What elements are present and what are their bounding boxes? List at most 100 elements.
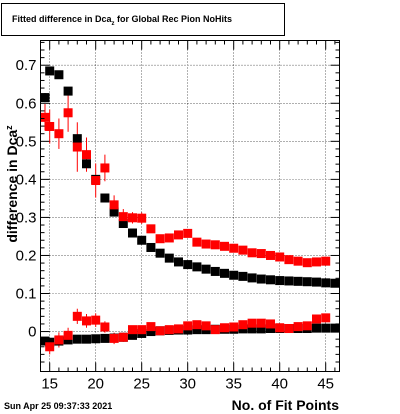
data-point-series-3 [247,324,257,334]
data-point-series-1 [155,248,165,258]
data-point-series-2 [164,233,174,243]
data-point-series-1 [82,159,91,169]
data-point-series-2 [192,237,202,247]
data-point-series-1 [220,268,229,278]
x-axis-title: No. of Fit Points [232,397,340,413]
error-bars [44,67,336,355]
data-point-series-2 [229,243,239,253]
data-point-series-2 [137,213,147,223]
data-point-series-1 [128,228,137,238]
data-point-series-4 [256,318,266,328]
data-point-series-4 [220,323,229,333]
data-point-series-4 [247,318,257,328]
y-axis-title-subscript: z [4,125,14,130]
timestamp: Sun Apr 25 09:37:33 2021 [4,401,112,411]
title-box [1,3,285,36]
data-point-series-3 [192,325,202,335]
data-point-series-3 [321,323,331,333]
data-point-series-1 [45,66,55,76]
data-point-series-3 [146,327,156,337]
chart-title: Fitted difference in Dcaz for Global Rec… [1,3,285,36]
data-point-series-2 [40,112,50,122]
data-point-series-4 [210,325,220,335]
data-point-series-4 [312,314,321,324]
y-tick-labels: 0 0.1 0.2 0.3 0.4 0.5 0.6 0.7 [16,57,37,340]
x-tick-label: 20 [87,376,104,393]
data-point-series-4 [201,321,211,331]
data-point-series-4 [174,324,183,334]
data-point-series-2 [284,255,294,265]
y-tick-label: 0 [28,324,36,341]
data-point-series-2 [91,176,101,186]
data-point-series-4 [82,316,91,326]
data-point-series-2 [128,213,137,223]
x-tick-label: 45 [317,376,334,393]
data-point-series-1 [54,70,64,80]
data-point-series-4 [146,322,156,332]
data-point-series-3 [330,323,340,333]
y-tick-label: 0.4 [16,171,37,188]
data-point-series-1 [321,278,331,288]
data-point-series-4 [45,342,55,352]
data-point-series-2 [275,252,285,262]
data-point-series-4 [183,321,193,331]
title-subscript: z [112,21,115,27]
data-point-series-1 [146,242,156,252]
data-point-series-1 [284,276,294,286]
data-point-series-2 [210,240,220,250]
data-point-series-1 [100,193,110,203]
data-point-series-3 [82,334,91,344]
data-point-series-2 [146,224,156,234]
data-point-series-4 [321,313,331,323]
data-point-series-2 [155,234,165,244]
data-point-series-2 [238,245,248,255]
data-point-series-2 [109,200,119,210]
x-tick-label: 35 [225,376,242,393]
data-point-series-3 [91,334,101,344]
data-point-series-4 [229,322,239,332]
data-point-series-1 [302,277,312,287]
data-point-series-1 [247,273,257,283]
data-point-series-2 [72,142,82,152]
data-point-series-1 [330,278,340,288]
data-markers [40,66,340,352]
data-point-series-1 [210,266,220,276]
y-tick-label: 0.2 [16,247,37,264]
data-point-series-1 [229,270,239,280]
data-point-series-4 [155,326,165,336]
data-point-series-3 [100,333,110,343]
x-tick-label: 15 [41,376,58,393]
y-tick-label: 0.6 [16,95,37,112]
data-point-series-2 [302,258,312,268]
data-point-series-3 [312,323,321,333]
data-point-series-3 [72,334,82,344]
data-point-series-4 [118,332,128,342]
data-point-series-4 [72,311,82,321]
data-point-series-4 [54,335,64,345]
data-point-series-1 [312,277,321,287]
data-point-series-3 [256,324,266,334]
y-axis-title: difference in Dcaz [4,125,20,243]
data-point-series-3 [128,330,137,340]
y-axis-title-main: difference in Dca [4,130,20,243]
data-point-series-1 [40,93,50,103]
data-point-series-3 [266,324,275,334]
data-point-series-3 [63,335,73,345]
data-point-series-2 [82,150,91,160]
plot-frame [40,40,340,372]
data-point-series-1 [192,262,202,272]
data-point-series-3 [45,337,55,347]
y-tick-label: 0.1 [16,286,37,303]
data-point-series-2 [247,248,257,258]
data-point-series-4 [238,320,248,330]
data-point-series-4 [109,333,119,343]
data-point-series-2 [256,249,266,259]
data-point-series-1 [72,134,82,144]
data-point-series-2 [321,256,331,266]
title-main: Fitted difference in Dca [12,14,113,24]
y-tick-label: 0.7 [16,57,37,74]
data-point-series-4 [100,322,110,332]
data-point-series-1 [238,271,248,281]
data-point-series-4 [128,325,137,335]
